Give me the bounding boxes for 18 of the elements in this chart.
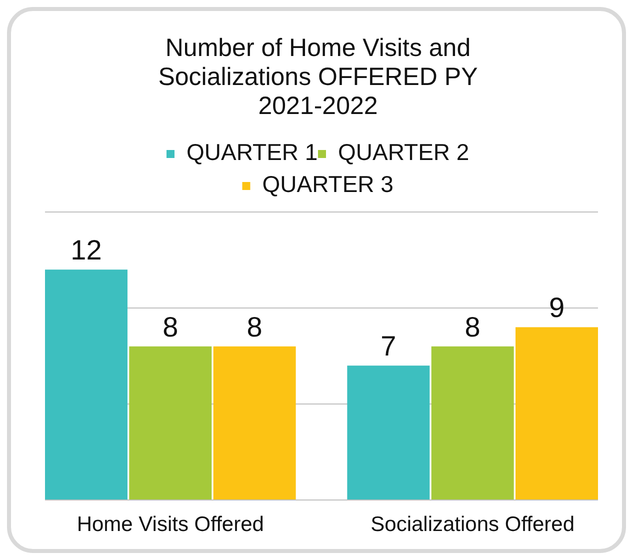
bar — [516, 327, 598, 500]
legend-label: QUARTER 2 — [338, 139, 470, 165]
x-tick-label: Home Visits Offered — [76, 513, 264, 536]
data-label: 8 — [464, 311, 480, 342]
data-label: 7 — [380, 330, 396, 362]
bar — [431, 346, 514, 500]
legend-label: QUARTER 1 — [186, 139, 318, 165]
data-label: 8 — [162, 311, 178, 342]
data-label: 8 — [246, 311, 262, 342]
bar — [347, 366, 430, 500]
bar — [45, 270, 128, 500]
bar — [129, 346, 212, 500]
bar — [213, 346, 296, 500]
legend-label: QUARTER 3 — [262, 171, 394, 197]
chart-title: Number of Home Visits and Socializations OFFERED PY 2021-2022 — [158, 34, 478, 120]
x-tick-label: Socializations Offered — [370, 513, 575, 536]
data-label: 9 — [548, 292, 565, 324]
data-label: 12 — [70, 234, 102, 266]
